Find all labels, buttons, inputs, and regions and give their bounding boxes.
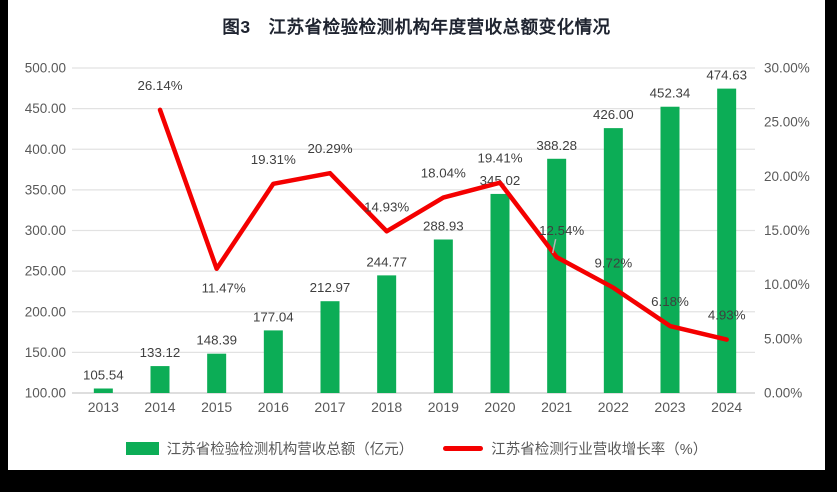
label-leader-line — [551, 238, 557, 254]
left-axis-tick-label: 450.00 — [25, 101, 66, 116]
right-axis-tick-label: 30.00% — [764, 61, 810, 76]
bar-value-label: 212.97 — [310, 280, 351, 295]
x-axis-category-label: 2019 — [428, 399, 459, 415]
line-value-label: 19.41% — [477, 151, 522, 166]
growth-rate-line — [157, 107, 729, 342]
left-axis-tick-label: 300.00 — [25, 223, 66, 238]
left-axis-tick-label: 250.00 — [25, 264, 66, 279]
bar-2024 — [717, 88, 737, 393]
chart-title: 图3 江苏省检验检测机构年度营收总额变化情况 — [222, 17, 611, 37]
chart-panel: 图3 江苏省检验检测机构年度营收总额变化情况 100.00 150.00 200.0… — [8, 0, 825, 470]
bar-2014 — [150, 366, 170, 393]
x-axis-category-label: 2022 — [598, 399, 629, 415]
legend-bar-swatch-icon — [125, 442, 159, 455]
bar-value-label: 177.04 — [253, 309, 294, 324]
bar-2017 — [320, 301, 340, 393]
line-value-label: 11.47% — [202, 281, 246, 296]
left-axis-tick-label: 350.00 — [25, 182, 66, 197]
line-value-label: 12.54% — [539, 223, 584, 238]
x-axis-category-label: 2013 — [88, 399, 119, 415]
x-axis-category-label: 2024 — [711, 399, 742, 415]
x-axis-category-label: 2021 — [541, 399, 572, 415]
bar-value-label: 288.93 — [423, 218, 464, 233]
line-value-label: 14.93% — [364, 199, 409, 214]
chart-legend: 江苏省检验检测机构营收总额（亿元） 江苏省检测行业营收增长率（%） — [8, 438, 825, 459]
left-axis-tick-label: 200.00 — [25, 304, 66, 319]
bar-2013 — [93, 388, 113, 393]
right-axis-tick-label: 20.00% — [764, 169, 810, 184]
bar-value-label: 426.00 — [593, 107, 634, 122]
x-axis-category-label: 2020 — [484, 399, 515, 415]
chart-plot-area: 100.00 150.00 200.00 250.00 300.00 350.00 400.… — [25, 61, 810, 416]
line-value-label: 18.04% — [421, 166, 466, 181]
legend-label-growth: 江苏省检测行业营收增长率（%） — [491, 442, 708, 458]
bar-2023 — [660, 106, 680, 393]
line-value-label: 6.18% — [651, 294, 689, 309]
bar-2019 — [433, 239, 453, 393]
bar-value-label: 148.39 — [196, 333, 237, 348]
x-axis-category-label: 2023 — [654, 399, 685, 415]
x-axis-category-label: 2016 — [258, 399, 289, 415]
bar-2021 — [547, 158, 567, 393]
bar-2016 — [263, 330, 283, 393]
x-axis-category-label: 2018 — [371, 399, 402, 415]
bar-value-label: 474.63 — [706, 68, 747, 83]
right-axis-tick-label: 25.00% — [764, 115, 810, 130]
legend-label-revenue: 江苏省检验检测机构营收总额（亿元） — [166, 442, 414, 458]
left-axis-tick-label: 400.00 — [25, 142, 66, 157]
bar-value-label: 133.12 — [140, 345, 181, 360]
left-axis-tick-label: 150.00 — [25, 345, 66, 360]
right-axis-tick-label: 10.00% — [764, 277, 810, 292]
line-value-label: 9.72% — [594, 256, 632, 271]
left-axis-tick-label: 100.00 — [25, 386, 66, 401]
bar-2022 — [603, 128, 623, 393]
legend-item-growth: 江苏省检测行业营收增长率（%） — [443, 438, 707, 459]
bar-2018 — [377, 275, 397, 393]
bar-value-label: 244.77 — [366, 254, 407, 269]
line-value-label: 4.93% — [708, 308, 746, 323]
line-value-label: 19.31% — [251, 152, 296, 167]
bar-2015 — [207, 353, 227, 393]
right-axis-tick-label: 0.00% — [764, 386, 802, 401]
right-axis-tick-label: 5.00% — [764, 331, 802, 346]
x-axis-category-label: 2014 — [144, 399, 175, 415]
bar-value-label: 452.34 — [650, 86, 691, 101]
x-axis-category-label: 2015 — [201, 399, 232, 415]
right-axis-tick-label: 15.00% — [764, 223, 810, 238]
bar-value-label: 388.28 — [536, 138, 577, 153]
line-value-label: 20.29% — [307, 141, 352, 156]
legend-item-revenue: 江苏省检验检测机构营收总额（亿元） — [125, 438, 414, 459]
legend-line-swatch-icon — [443, 446, 484, 451]
line-value-label: 26.14% — [137, 78, 182, 93]
left-axis-tick-label: 500.00 — [25, 61, 66, 76]
bar-value-label: 105.54 — [83, 367, 124, 382]
x-axis-category-label: 2017 — [314, 399, 345, 415]
bar-2020 — [490, 193, 510, 393]
